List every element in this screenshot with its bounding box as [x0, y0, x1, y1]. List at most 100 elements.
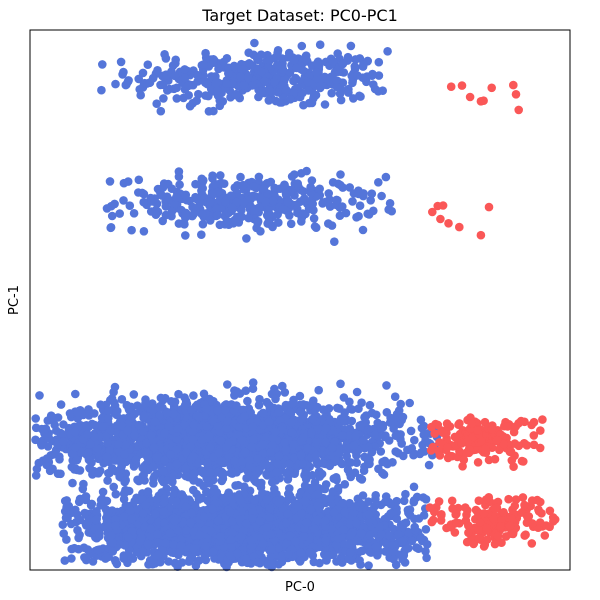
majority-point: [374, 57, 384, 67]
majority-point: [238, 180, 248, 190]
majority-point: [156, 106, 166, 116]
majority-point: [172, 459, 182, 469]
majority-point: [296, 450, 306, 460]
majority-point: [149, 443, 159, 452]
majority-point: [370, 84, 380, 94]
majority-point: [156, 444, 166, 454]
majority-point: [328, 57, 338, 66]
majority-point: [152, 494, 162, 504]
majority-point: [83, 448, 93, 458]
majority-point: [312, 74, 322, 83]
majority-point: [410, 522, 420, 532]
majority-point: [237, 65, 246, 74]
majority-point: [255, 465, 264, 475]
majority-point: [286, 219, 296, 229]
majority-point: [222, 79, 232, 88]
majority-point: [139, 189, 149, 199]
majority-point: [396, 399, 406, 409]
majority-point: [318, 459, 328, 468]
majority-point: [227, 203, 237, 213]
majority-point: [119, 494, 129, 504]
majority-point: [358, 225, 368, 235]
majority-point: [70, 543, 79, 553]
majority-point: [236, 72, 245, 81]
majority-point: [213, 422, 223, 431]
majority-point: [339, 393, 349, 402]
majority-point: [261, 197, 271, 207]
majority-point: [121, 440, 130, 450]
majority-point: [245, 456, 254, 466]
majority-point: [346, 458, 356, 467]
majority-point: [105, 445, 114, 455]
majority-point: [190, 468, 199, 478]
majority-point: [364, 497, 373, 507]
majority-point: [208, 174, 217, 183]
majority-point: [355, 556, 364, 565]
majority-point: [220, 493, 229, 503]
majority-point: [197, 230, 206, 239]
majority-point: [288, 399, 298, 408]
majority-point: [84, 405, 93, 414]
majority-point: [379, 470, 389, 479]
majority-point: [183, 81, 193, 91]
majority-point: [139, 197, 148, 207]
majority-point: [365, 455, 374, 465]
majority-point: [129, 390, 139, 399]
majority-point: [317, 469, 327, 479]
majority-point: [232, 401, 241, 410]
majority-point: [119, 178, 129, 188]
majority-point: [90, 420, 99, 430]
majority-point: [255, 202, 264, 212]
majority-point: [264, 217, 274, 226]
majority-point: [310, 222, 320, 231]
majority-point: [421, 495, 431, 504]
majority-point: [59, 529, 68, 538]
majority-point: [282, 538, 292, 548]
majority-point: [328, 178, 338, 187]
majority-point: [199, 469, 208, 478]
majority-point: [204, 91, 213, 101]
majority-point: [297, 414, 306, 424]
majority-point: [410, 435, 419, 445]
majority-point: [166, 450, 175, 459]
majority-point: [188, 435, 198, 444]
majority-point: [167, 184, 177, 193]
majority-point: [311, 67, 321, 77]
majority-point: [360, 443, 370, 453]
majority-point: [92, 443, 102, 453]
majority-point: [267, 478, 277, 487]
majority-point: [148, 462, 158, 472]
majority-point: [106, 223, 115, 233]
majority-point: [407, 536, 417, 546]
majority-point: [108, 547, 118, 556]
majority-point: [96, 400, 105, 410]
majority-point: [335, 89, 345, 98]
majority-point: [260, 77, 270, 86]
majority-point: [381, 172, 391, 182]
majority-point: [321, 437, 330, 447]
majority-point: [48, 464, 57, 474]
majority-point: [234, 422, 244, 431]
majority-point: [143, 60, 153, 69]
majority-point: [158, 183, 168, 192]
majority-point: [414, 514, 424, 523]
majority-point: [222, 216, 232, 226]
majority-point: [107, 531, 116, 540]
majority-point: [111, 557, 120, 566]
majority-point: [152, 99, 161, 108]
majority-point: [324, 75, 334, 85]
majority-point: [139, 411, 149, 421]
majority-point: [281, 400, 291, 410]
majority-point: [169, 471, 178, 481]
majority-point: [113, 406, 122, 416]
majority-point: [285, 484, 294, 493]
majority-point: [122, 400, 132, 410]
majority-point: [388, 458, 397, 467]
majority-point: [119, 67, 128, 77]
majority-point: [223, 416, 232, 426]
majority-point: [73, 408, 82, 418]
majority-point: [70, 443, 80, 452]
majority-point: [203, 458, 212, 468]
majority-point: [371, 494, 380, 504]
majority-point: [242, 554, 251, 564]
